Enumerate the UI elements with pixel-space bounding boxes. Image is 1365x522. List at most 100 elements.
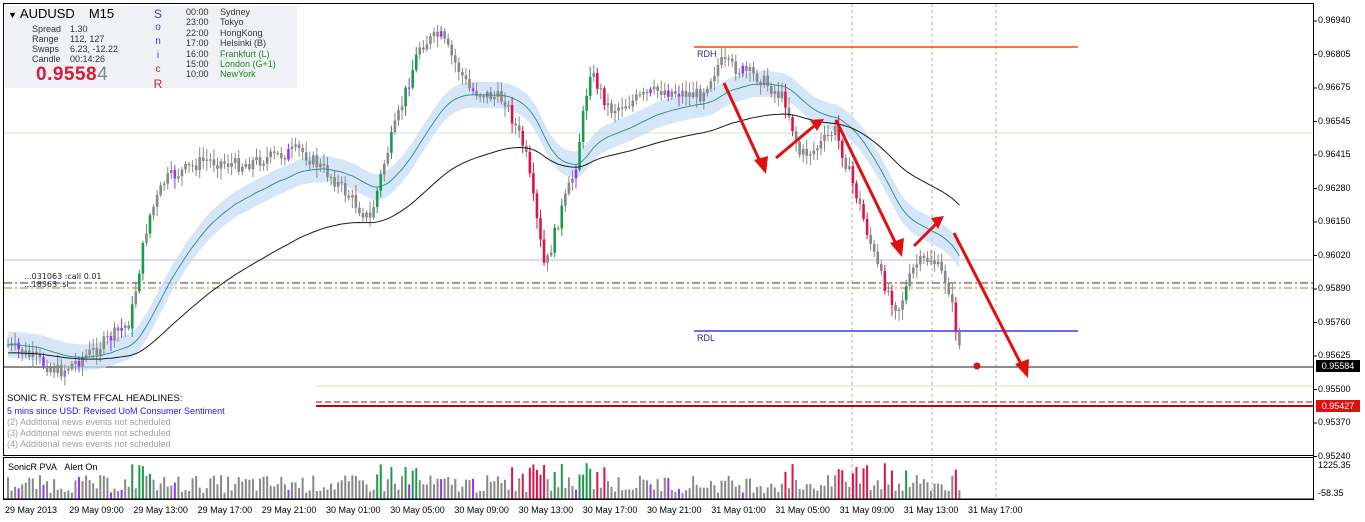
price-axis-label: 0.96805 [1318,48,1351,59]
volume-bar [873,485,876,499]
candle-body [49,367,52,373]
candle-body [471,88,475,91]
candle-body [716,64,720,76]
candle-body [581,110,585,142]
time-axis-label: 29 May 21:00 [261,505,317,515]
candle-body [897,309,901,311]
volume-bar [269,485,272,499]
candle-body [723,56,727,59]
candle-body [645,91,649,93]
candle-body [59,364,63,377]
candle-body [809,154,812,156]
volume-bar [667,477,670,499]
volume-bar [575,489,577,499]
candle-body [269,151,272,158]
sonic-logo-vertical: S o n i c R [153,7,163,91]
volume-bar [354,475,357,499]
candle-body [500,91,503,102]
candle-body [450,44,454,56]
candle-body [393,120,397,132]
candle-body [70,363,74,369]
candle-body [773,91,777,94]
volume-bar [851,473,854,499]
volume-bar [798,488,801,499]
volume-bar [617,477,620,499]
volume-bar [24,482,27,499]
symbol-info-panel [5,6,297,88]
volume-bar [550,490,553,499]
candle-body [241,166,244,172]
volume-bar [688,488,691,499]
candle-body [826,134,830,136]
volume-bar [404,467,407,499]
volume-bar [333,489,336,499]
volume-bar [273,486,276,499]
candle-body [13,342,17,344]
volume-bar [756,487,759,499]
candle-body [173,169,177,179]
price-axis-label: 0.96545 [1318,115,1351,126]
candle-body [777,91,780,98]
volume-bar [511,467,514,499]
volume-bar [905,470,908,499]
volume-bar [287,489,290,499]
candle-body [379,174,383,191]
time-axis-label: 30 May 05:00 [390,505,445,515]
volume-bar [763,492,766,499]
volume-bar [546,479,549,499]
candle-body [507,105,510,107]
volume-bar [876,480,879,499]
volume-bar [592,489,595,499]
candle-body [255,157,258,161]
candle-body [801,148,805,155]
candle-body [681,90,684,97]
candle-body [855,183,858,199]
volume-bar [727,475,730,499]
volume-bar [677,488,680,499]
triangle-down-icon[interactable]: ▼ [8,10,17,20]
candle-body [42,357,45,366]
candle-body [230,163,233,167]
candle-body [45,365,49,373]
volume-bar [344,475,347,499]
volume-bar [930,490,932,499]
volume-bar [411,470,414,499]
time-axis-label: 30 May 21:00 [647,505,702,515]
candle-body [599,88,603,90]
volume-bar [866,465,869,499]
volume-bar [706,487,709,499]
session-row: 16:00 Frankfurt (L) [186,48,270,59]
volume-bar [543,465,546,499]
trend-arrows [722,82,1029,378]
candle-body [542,239,546,263]
volume-bar [14,486,17,499]
volume-bar [347,481,350,499]
volume-bar [724,480,727,499]
candle-body [571,178,574,183]
candle-body [312,155,315,165]
symbol-title[interactable]: ▼ AUDUSD M15 [8,6,115,21]
candle-body [840,140,844,158]
candle-body [762,75,766,86]
volume-bar [681,492,684,499]
candle-body [698,88,702,102]
volume-bar [429,475,432,499]
price-axis-label: 0.96150 [1318,216,1351,226]
price-axis-label: 0.96940 [1318,15,1351,25]
volume-bar [638,475,641,499]
volume-bar [621,490,624,499]
candle-body [872,243,876,252]
volume-bar [496,476,499,499]
price-axis-label: 0.95625 [1318,350,1351,360]
volume-bar [731,480,734,499]
candle-body [244,163,248,167]
candle-body [322,163,326,166]
volume-bar [922,479,925,499]
volume-bar [780,483,783,499]
candle-body [851,166,855,184]
volume-bar [596,472,599,499]
volume-bar [500,483,503,499]
arrow-head-icon [890,238,904,257]
volume-bar [88,480,91,499]
